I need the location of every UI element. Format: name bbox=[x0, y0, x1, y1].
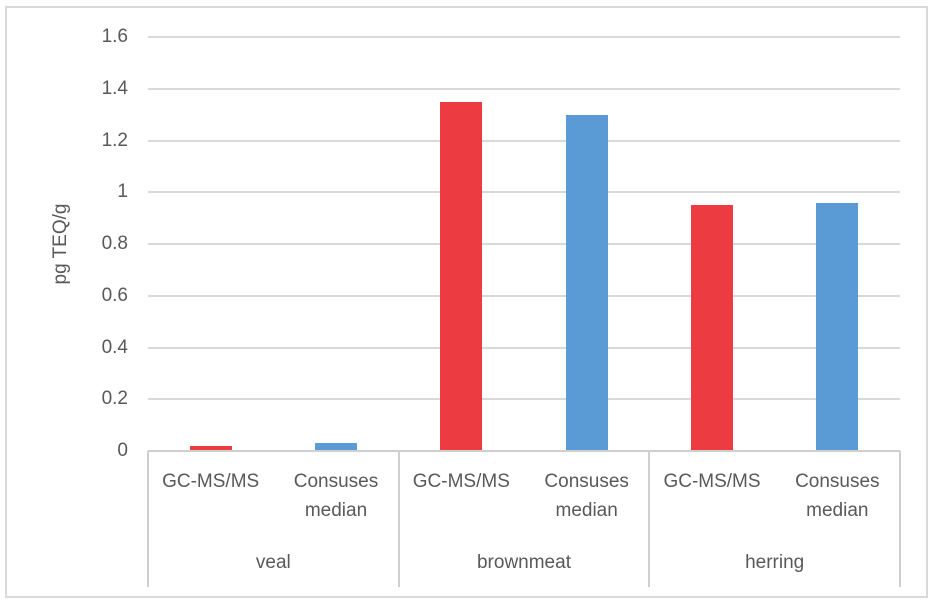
gridline bbox=[148, 346, 900, 349]
y-tick-label: 0.8 bbox=[101, 233, 128, 254]
gridline bbox=[148, 243, 900, 245]
y-tick-label: 0 bbox=[117, 440, 128, 461]
y-tick-label: 0.2 bbox=[101, 388, 128, 410]
gridline bbox=[148, 398, 900, 401]
category-label-consuses-median: Consuses median bbox=[544, 471, 629, 521]
bar-gc-ms-ms-herring bbox=[691, 205, 733, 451]
gridline bbox=[148, 87, 900, 90]
bar-consuses-median-veal bbox=[315, 443, 357, 451]
group-label-veal: veal bbox=[255, 552, 291, 573]
group-separator bbox=[648, 451, 650, 587]
category-label-gc-ms-ms: GC-MS/MS bbox=[412, 471, 510, 492]
y-tick-label: 1 bbox=[117, 181, 128, 203]
gridline bbox=[148, 139, 900, 142]
y-tick-label: 1.2 bbox=[101, 129, 128, 151]
gridline bbox=[148, 294, 900, 297]
category-label-gc-ms-ms: GC-MS/MS bbox=[663, 471, 761, 492]
bar-gc-ms-ms-brownmeat bbox=[440, 102, 482, 451]
y-tick-label: 1.6 bbox=[101, 26, 128, 47]
y-tick-label: 1.4 bbox=[101, 77, 128, 99]
gridline bbox=[148, 36, 900, 38]
category-label-consuses-median: Consuses median bbox=[293, 471, 379, 521]
group-label-herring: herring bbox=[745, 552, 805, 573]
y-tick-label: 0.4 bbox=[101, 336, 128, 358]
category-label-consuses-median: Consuses median bbox=[795, 471, 880, 521]
x-axis-line bbox=[148, 450, 900, 452]
bar-gc-ms-ms-veal bbox=[190, 446, 232, 451]
group-separator bbox=[899, 451, 901, 587]
group-separator bbox=[398, 451, 400, 587]
group-label-brownmeat: brownmeat bbox=[476, 552, 571, 573]
bar-consuses-median-brownmeat bbox=[566, 115, 608, 451]
gridline bbox=[148, 191, 900, 194]
bar-consuses-median-herring bbox=[816, 203, 858, 451]
y-tick-label: 0.6 bbox=[101, 284, 128, 306]
category-label-gc-ms-ms: GC-MS/MS bbox=[162, 471, 260, 492]
group-separator bbox=[147, 451, 149, 587]
